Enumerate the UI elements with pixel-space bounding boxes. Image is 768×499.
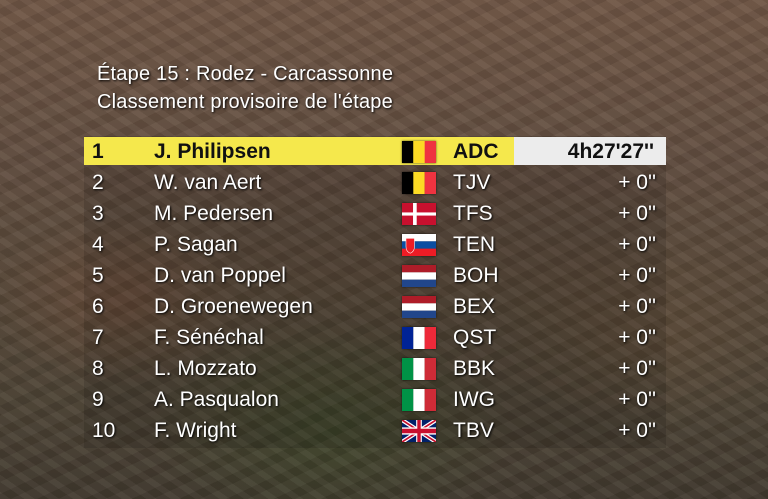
standings-panel: [84, 136, 666, 448]
time-gap: + 0'': [618, 233, 656, 256]
standings-row: 10 F. Wright TBV + 0'': [84, 416, 666, 446]
uk-flag-icon: [402, 420, 436, 442]
slovakia-flag-icon: [402, 234, 436, 256]
italy-flag-icon: [402, 358, 436, 380]
time-gap: + 0'': [618, 202, 656, 225]
rank: 10: [92, 419, 116, 442]
standings-subtitle: Classement provisoire de l'étape: [97, 91, 393, 113]
italy-flag-icon: [402, 389, 436, 411]
time-box: [514, 137, 666, 165]
stage-time: 4h27'27'': [567, 140, 654, 163]
rider-name: P. Sagan: [154, 233, 238, 256]
rider-name: D. Groenewegen: [154, 295, 313, 318]
rank: 6: [92, 295, 104, 318]
team-code: BEX: [453, 295, 496, 318]
rider-name: L. Mozzato: [154, 357, 257, 380]
france-flag-icon: [402, 327, 436, 349]
standings-row: 6 D. Groenewegen BEX + 0'': [84, 292, 666, 322]
rider-name: D. van Poppel: [154, 264, 286, 287]
team-code: TFS: [453, 202, 493, 225]
standings-row: 4 P. Sagan TEN + 0'': [84, 230, 666, 260]
time-gap: + 0'': [618, 171, 656, 194]
rank: 3: [92, 202, 104, 225]
denmark-flag-icon: [402, 203, 436, 225]
rank: 7: [92, 326, 104, 349]
standings-row-leader: 1 J. Philipsen ADC 4h27'27'': [84, 137, 666, 165]
standings-row: 3 M. Pedersen TFS + 0'': [84, 199, 666, 229]
rank: 2: [92, 171, 104, 194]
team-code: BOH: [453, 264, 499, 287]
standings-row: 5 D. van Poppel BOH + 0'': [84, 261, 666, 291]
rank: 1: [92, 140, 104, 163]
rider-name: J. Philipsen: [154, 140, 271, 163]
time-gap: + 0'': [618, 295, 656, 318]
rider-name: F. Sénéchal: [154, 326, 264, 349]
time-gap: + 0'': [618, 388, 656, 411]
time-gap: + 0'': [618, 326, 656, 349]
belgium-flag-icon: [402, 141, 436, 163]
standings-row: 2 W. van Aert TJV + 0'': [84, 168, 666, 198]
netherlands-flag-icon: [402, 296, 436, 318]
team-code: IWG: [453, 388, 495, 411]
rank: 4: [92, 233, 104, 256]
team-code: ADC: [453, 140, 499, 163]
rider-name: M. Pedersen: [154, 202, 274, 225]
team-code: TEN: [453, 233, 495, 256]
standings-row: 8 L. Mozzato BBK + 0'': [84, 354, 666, 384]
standings-row: 7 F. Sénéchal QST + 0'': [84, 323, 666, 353]
team-code: TJV: [453, 171, 491, 194]
rider-name: A. Pasqualon: [154, 388, 279, 411]
time-gap: + 0'': [618, 264, 656, 287]
stage-title: Étape 15 : Rodez - Carcassonne: [97, 63, 394, 85]
standings-row: 9 A. Pasqualon IWG + 0'': [84, 385, 666, 415]
rider-name: F. Wright: [154, 419, 237, 442]
time-gap: + 0'': [618, 357, 656, 380]
team-code: BBK: [453, 357, 496, 380]
team-code: QST: [453, 326, 497, 349]
rank: 5: [92, 264, 104, 287]
rank: 9: [92, 388, 104, 411]
team-code: TBV: [453, 419, 494, 442]
netherlands-flag-icon: [402, 265, 436, 287]
time-gap: + 0'': [618, 419, 656, 442]
belgium-flag-icon: [402, 172, 436, 194]
rank: 8: [92, 357, 104, 380]
rider-name: W. van Aert: [154, 171, 262, 194]
